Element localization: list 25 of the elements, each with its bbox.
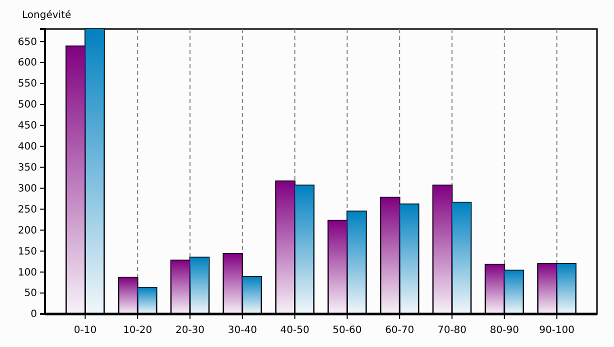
y-tick-label: 0 (30, 309, 37, 320)
x-tick-label: 70-80 (437, 325, 467, 336)
x-tick-label: 20-30 (175, 325, 205, 336)
x-tick-label: 40-50 (280, 325, 310, 336)
y-tick-label: 550 (18, 78, 37, 90)
y-tick-label: 50 (24, 288, 37, 300)
y-tick-label: 250 (18, 204, 37, 216)
y-tick-label: 100 (18, 267, 37, 278)
y-tick-label: 200 (18, 225, 37, 236)
y-tick-label: 450 (18, 120, 37, 132)
y-tick-label: 400 (18, 142, 37, 153)
y-tick-label: 600 (18, 58, 37, 69)
x-tick-label: 30-40 (228, 325, 257, 336)
y-axis-title: Longévité (22, 10, 72, 21)
x-tick-label: 0-10 (74, 325, 97, 336)
x-tick-label: 60-70 (385, 325, 414, 336)
y-tick-label: 650 (18, 36, 37, 48)
x-tick-label: 90-100 (539, 325, 575, 336)
y-tick-label: 500 (18, 100, 37, 111)
x-tick-label: 50-60 (332, 325, 362, 336)
x-tick-label: 10-20 (123, 325, 152, 336)
y-tick-label: 150 (18, 246, 37, 258)
y-tick-label: 300 (18, 183, 37, 194)
x-tick-label: 80-90 (490, 325, 519, 336)
y-tick-label: 350 (18, 162, 37, 174)
